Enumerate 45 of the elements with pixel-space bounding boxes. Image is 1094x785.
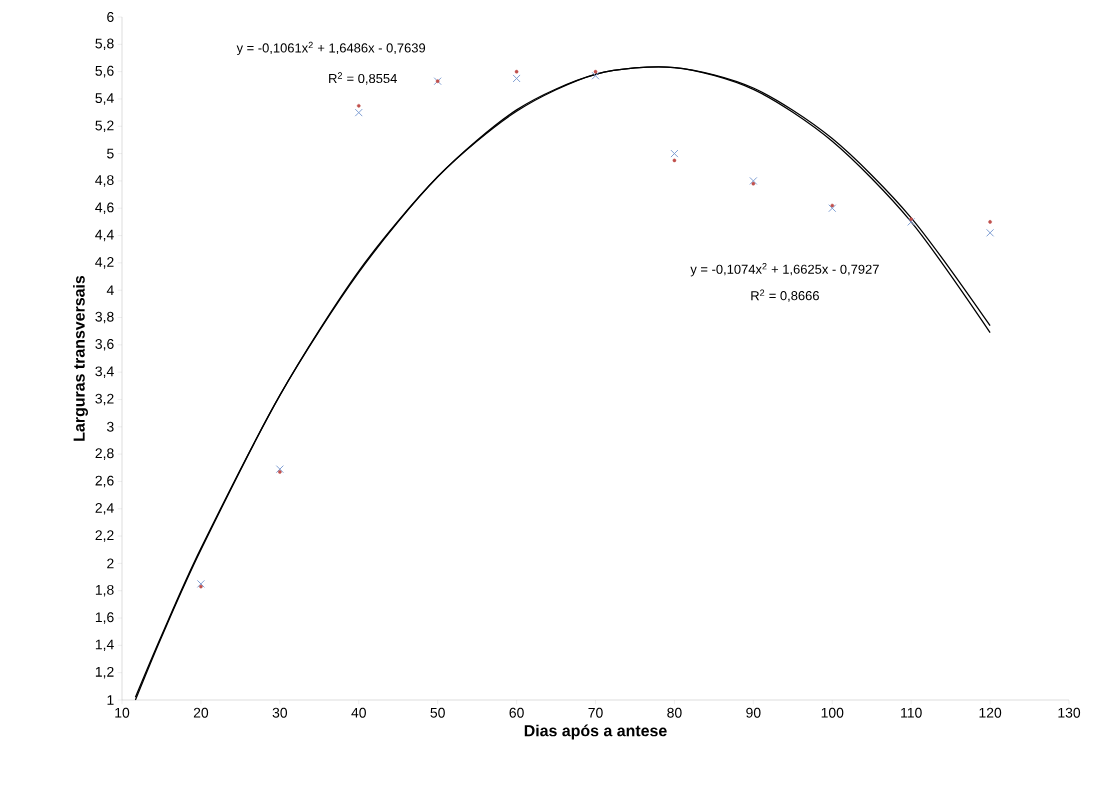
y-tick-label: 1,8	[95, 584, 114, 597]
y-tick-label: 2	[107, 558, 114, 569]
y-tick-label: 4,6	[95, 202, 114, 214]
x-tick-label: 50	[430, 707, 445, 718]
y-tick-label: 2,4	[95, 502, 114, 515]
y-tick-label: 1,6	[95, 612, 114, 624]
y-tick-label: 2,8	[95, 448, 114, 460]
y-tick-label: 2,2	[95, 530, 114, 542]
x-tick-label: 80	[667, 707, 682, 718]
x-tick-label: 20	[193, 707, 209, 718]
y-tick-label: 1	[107, 695, 114, 705]
y-axis-title: Larguras transversais	[73, 275, 88, 441]
x-tick-label: 110	[901, 707, 922, 718]
annotation: y = -0,1061x$^{2}$ + 1,6486x - 0,7639	[236, 41, 426, 56]
y-tick-label: 3,2	[95, 393, 114, 406]
x-tick-label: 100	[821, 707, 844, 718]
y-tick-label: 5	[107, 148, 114, 159]
y-tick-label: 4	[106, 285, 114, 295]
x-tick-label: 60	[509, 707, 524, 718]
annotation: R$^{2}$ = 0,8554	[329, 72, 397, 85]
y-tick-label: 4,8	[95, 175, 114, 187]
annotation: y = -0,1074x$^{2}$ + 1,6625x - 0,7927	[690, 263, 879, 277]
y-tick-label: 5,4	[95, 93, 114, 105]
y-tick-label: 1,2	[95, 666, 114, 679]
y-tick-label: 3	[107, 421, 114, 432]
x-tick-label: 10	[115, 707, 130, 718]
y-tick-label: 5,8	[95, 38, 114, 51]
x-axis-title: Dias após a antese	[524, 724, 667, 740]
y-tick-label: 2,6	[95, 475, 114, 488]
x-tick-label: 130	[1058, 707, 1081, 718]
y-tick-label: 5,6	[95, 65, 114, 78]
y-tick-label: 4,4	[95, 229, 114, 242]
y-tick-label: 4,2	[95, 257, 114, 269]
x-tick-label: 120	[979, 707, 1002, 718]
y-tick-label: 6	[107, 12, 114, 22]
y-tick-label: 3,4	[95, 366, 114, 378]
y-tick-label: 3,6	[95, 339, 114, 351]
x-tick-label: 70	[588, 707, 603, 718]
y-tick-label: 5,2	[95, 120, 114, 133]
x-tick-label: 90	[746, 707, 761, 718]
y-tick-label: 3,8	[95, 311, 114, 324]
x-tick-label: 30	[272, 707, 288, 718]
y-tick-label: 1,4	[95, 639, 114, 652]
annotation: R$^{2}$ = 0,8666	[751, 289, 819, 302]
x-tick-label: 40	[351, 707, 366, 718]
